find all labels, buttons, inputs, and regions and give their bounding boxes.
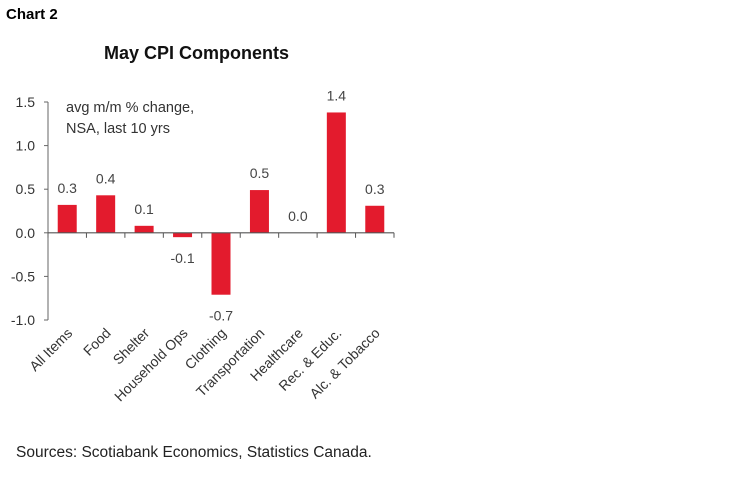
- y-axis: -1.0 -0.5 0.0 0.5 1.0 1.5: [11, 94, 49, 328]
- bar: [365, 205, 385, 233]
- bar: [57, 204, 77, 233]
- data-label: 0.5: [250, 165, 270, 181]
- data-label: 1.4: [327, 87, 347, 103]
- data-labels: 0.3 0.4 0.1 -0.1 -0.7 0.5 0.0 1.4 0.3: [57, 87, 384, 323]
- category-label: Alc. & Tobacco: [306, 325, 383, 402]
- category-label: Food: [80, 325, 114, 359]
- source-note: Sources: Scotiabank Economics, Statistic…: [16, 444, 372, 461]
- y-tick-label: 1.5: [16, 94, 36, 110]
- annotation-line: avg m/m % change,: [66, 100, 194, 116]
- chart-label: Chart 2: [6, 6, 58, 23]
- chart-title: May CPI Components: [104, 43, 290, 63]
- y-tick-label: 0.0: [16, 225, 36, 241]
- data-label: -0.7: [209, 308, 233, 324]
- y-tick-label: -0.5: [11, 268, 35, 284]
- bar: [326, 112, 346, 233]
- bar: [211, 232, 231, 295]
- bar: [96, 195, 116, 233]
- y-tick-label: 1.0: [16, 138, 36, 154]
- data-label: 0.4: [96, 170, 116, 186]
- bar: [249, 190, 269, 233]
- chart-annotation: avg m/m % change, NSA, last 10 yrs: [66, 100, 194, 137]
- data-label: -0.1: [170, 250, 194, 266]
- bars: [57, 112, 385, 295]
- data-label: 0.0: [288, 208, 308, 224]
- category-label: All Items: [26, 325, 75, 374]
- x-axis: [47, 232, 395, 238]
- data-label: 0.1: [134, 201, 154, 217]
- data-label: 0.3: [365, 181, 385, 197]
- data-label: 0.3: [57, 180, 77, 196]
- annotation-line: NSA, last 10 yrs: [66, 121, 170, 137]
- y-tick-label: 0.5: [16, 181, 36, 197]
- bar: [173, 232, 193, 238]
- bar: [134, 225, 154, 233]
- y-tick-label: -1.0: [11, 312, 35, 328]
